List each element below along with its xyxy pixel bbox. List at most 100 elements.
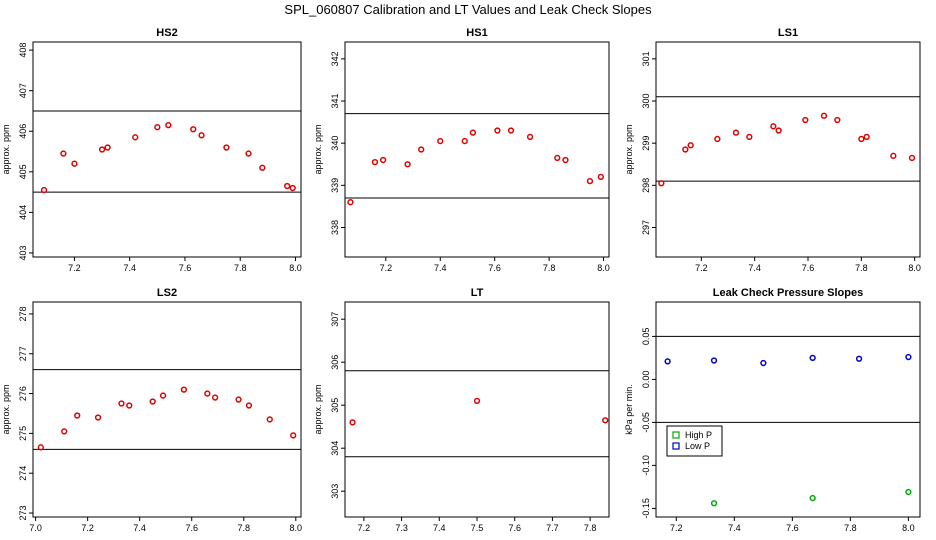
data-point <box>710 500 718 507</box>
y-tick-label: 339 <box>330 178 340 193</box>
data-point <box>687 142 694 149</box>
data-point <box>597 173 604 181</box>
x-tick-label: 7.8 <box>844 523 857 533</box>
y-tick-label: 406 <box>18 124 28 139</box>
y-tick-label: 277 <box>18 346 28 361</box>
x-tick-label: 7.2 <box>68 263 81 273</box>
x-tick-label: 7.0 <box>29 523 42 533</box>
legend-marker <box>672 442 680 450</box>
y-tick-label: 342 <box>330 51 340 66</box>
legend-marker <box>672 431 680 439</box>
y-axis-label: kPa per min. <box>624 384 634 435</box>
x-tick-label: 7.8 <box>584 523 597 533</box>
x-tick-label: 8.0 <box>908 263 921 273</box>
data-point <box>37 444 44 451</box>
y-tick-label: 275 <box>18 426 28 441</box>
y-axis-label: approx. ppm <box>1 124 11 174</box>
chart-panel-4: LS2 approx. ppm 7.0 7.2 7.4 7.6 7.8 8.0 273 274 27… <box>1 287 302 533</box>
data-point <box>418 146 425 153</box>
x-tick-label: 7.6 <box>802 263 815 273</box>
chart-title: LS2 <box>157 287 177 299</box>
plot-frame <box>344 41 610 258</box>
y-tick-label: -0.15 <box>641 498 651 519</box>
x-tick-label: 7.4 <box>728 523 741 533</box>
data-point <box>235 396 242 403</box>
chart-panel-5: LT approx. ppm 7.2 7.3 7.4 7.5 7.6 7.7 7.8 303 304… <box>313 287 610 533</box>
data-point <box>198 132 205 139</box>
y-tick-label: 0.00 <box>641 371 651 389</box>
data-point <box>714 135 721 143</box>
x-tick-label: 7.8 <box>855 263 868 273</box>
data-point <box>159 392 167 399</box>
data-point <box>658 180 665 187</box>
y-tick-label: 403 <box>18 245 28 260</box>
chart-panel-2: HS1 approx. ppm 7.2 7.4 7.6 7.8 8.0 338 339 340 34… <box>313 27 610 273</box>
x-tick-label: 7.6 <box>786 523 799 533</box>
data-point <box>905 488 912 496</box>
data-point <box>118 400 125 407</box>
data-point <box>494 127 501 134</box>
data-point <box>855 355 863 362</box>
data-point <box>461 137 468 145</box>
data-point <box>349 419 356 426</box>
y-tick-label: 273 <box>18 506 28 521</box>
data-point <box>371 158 379 166</box>
data-point <box>165 122 172 129</box>
x-tick-label: 7.5 <box>471 523 484 533</box>
y-tick-label: 300 <box>641 94 651 109</box>
data-point <box>775 127 782 134</box>
y-tick-label: 0.05 <box>641 328 651 346</box>
y-tick-label: 307 <box>330 312 340 327</box>
data-point <box>820 112 828 119</box>
data-point <box>223 144 230 151</box>
data-point <box>664 358 671 365</box>
data-point <box>204 390 211 397</box>
y-tick-label: 274 <box>18 466 28 481</box>
data-point <box>809 494 816 502</box>
data-point <box>905 353 912 361</box>
y-tick-label: -0.05 <box>641 412 651 433</box>
data-point <box>61 428 68 435</box>
data-point <box>71 160 78 167</box>
chart-title: LS1 <box>778 27 798 39</box>
data-point <box>526 133 534 141</box>
x-tick-label: 7.6 <box>508 523 521 533</box>
data-point <box>562 156 569 164</box>
data-point <box>404 161 411 168</box>
chart-panel-1: HS2 approx. ppm 7.2 7.4 7.6 7.8 8.0 403 404 405 40… <box>1 27 302 273</box>
data-point <box>760 359 767 367</box>
data-point <box>437 137 444 145</box>
y-tick-label: 299 <box>641 136 651 151</box>
x-tick-label: 7.6 <box>488 263 501 273</box>
x-tick-label: 7.4 <box>748 263 761 273</box>
y-tick-label: 305 <box>330 398 340 413</box>
x-tick-label: 8.0 <box>902 523 915 533</box>
y-axis-label: approx. ppm <box>313 124 323 174</box>
x-tick-label: 8.0 <box>597 263 610 273</box>
y-tick-label: 405 <box>18 164 28 179</box>
data-point <box>126 402 133 409</box>
data-point <box>746 133 753 141</box>
x-tick-label: 7.4 <box>133 523 146 533</box>
data-point <box>259 164 266 171</box>
plot-frame <box>655 301 921 518</box>
y-tick-label: 297 <box>641 220 651 235</box>
y-tick-label: -0.10 <box>641 455 651 476</box>
data-point <box>60 150 67 157</box>
plot-frame <box>32 41 302 258</box>
x-tick-label: 8.0 <box>289 263 302 273</box>
x-tick-label: 7.7 <box>546 523 559 533</box>
y-tick-label: 301 <box>641 51 651 66</box>
data-point <box>245 402 253 409</box>
x-tick-label: 7.6 <box>185 523 198 533</box>
x-tick-label: 7.8 <box>543 263 556 273</box>
x-tick-label: 7.2 <box>695 263 708 273</box>
x-tick-label: 7.2 <box>380 263 393 273</box>
data-point <box>74 412 81 419</box>
data-point <box>586 177 594 185</box>
chart-panel-3: LS1 approx. ppm 7.2 7.4 7.6 7.8 8.0 297 298 299 30… <box>624 27 921 273</box>
x-tick-label: 7.2 <box>81 523 94 533</box>
chart-title: HS2 <box>156 27 177 39</box>
plot-frame <box>32 301 302 518</box>
